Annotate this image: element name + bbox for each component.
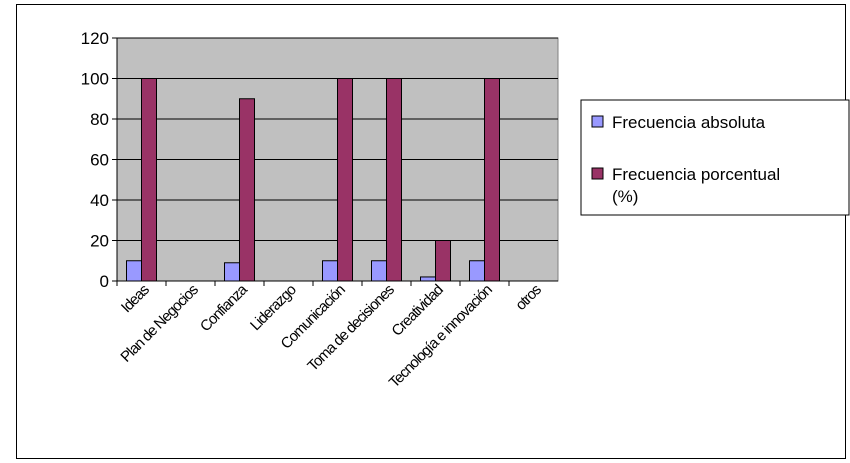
category-label: Toma de decisiones bbox=[304, 281, 397, 374]
y-tick-label: 20 bbox=[90, 232, 109, 251]
y-axis-ticks: 0 20 40 60 80 100 120 bbox=[81, 29, 117, 291]
bar-absoluta bbox=[420, 276, 436, 282]
bar-absoluta bbox=[126, 260, 142, 282]
legend-box bbox=[580, 99, 850, 216]
y-tick-label: 0 bbox=[100, 272, 109, 291]
bar-porcentual bbox=[337, 78, 353, 282]
legend-swatch-absoluta bbox=[591, 115, 604, 128]
y-tick-label: 120 bbox=[81, 29, 109, 48]
bar-porcentual bbox=[484, 78, 500, 282]
bar-porcentual bbox=[239, 98, 255, 282]
y-tick-label: 60 bbox=[90, 151, 109, 170]
y-tick-label: 100 bbox=[81, 70, 109, 89]
bar-absoluta bbox=[469, 260, 485, 282]
category-label: otros bbox=[512, 281, 544, 313]
legend-label-absoluta: Frecuencia absoluta bbox=[612, 113, 766, 132]
bar-absoluta bbox=[371, 260, 387, 282]
bar-porcentual bbox=[435, 240, 451, 282]
bar-porcentual bbox=[386, 78, 402, 282]
category-label: Ideas bbox=[118, 281, 153, 316]
bar-absoluta bbox=[322, 260, 338, 282]
category-label: Confianza bbox=[197, 281, 252, 336]
bar-porcentual bbox=[141, 78, 157, 282]
bar-absoluta bbox=[224, 262, 240, 282]
legend-label-porcentual: Frecuencia porcentual (%) bbox=[612, 165, 780, 206]
legend-swatch-porcentual bbox=[591, 167, 604, 180]
legend: Frecuencia absoluta Frecuencia porcentua… bbox=[580, 99, 850, 216]
y-tick-label: 80 bbox=[90, 110, 109, 129]
y-tick-label: 40 bbox=[90, 191, 109, 210]
bars bbox=[126, 78, 500, 282]
